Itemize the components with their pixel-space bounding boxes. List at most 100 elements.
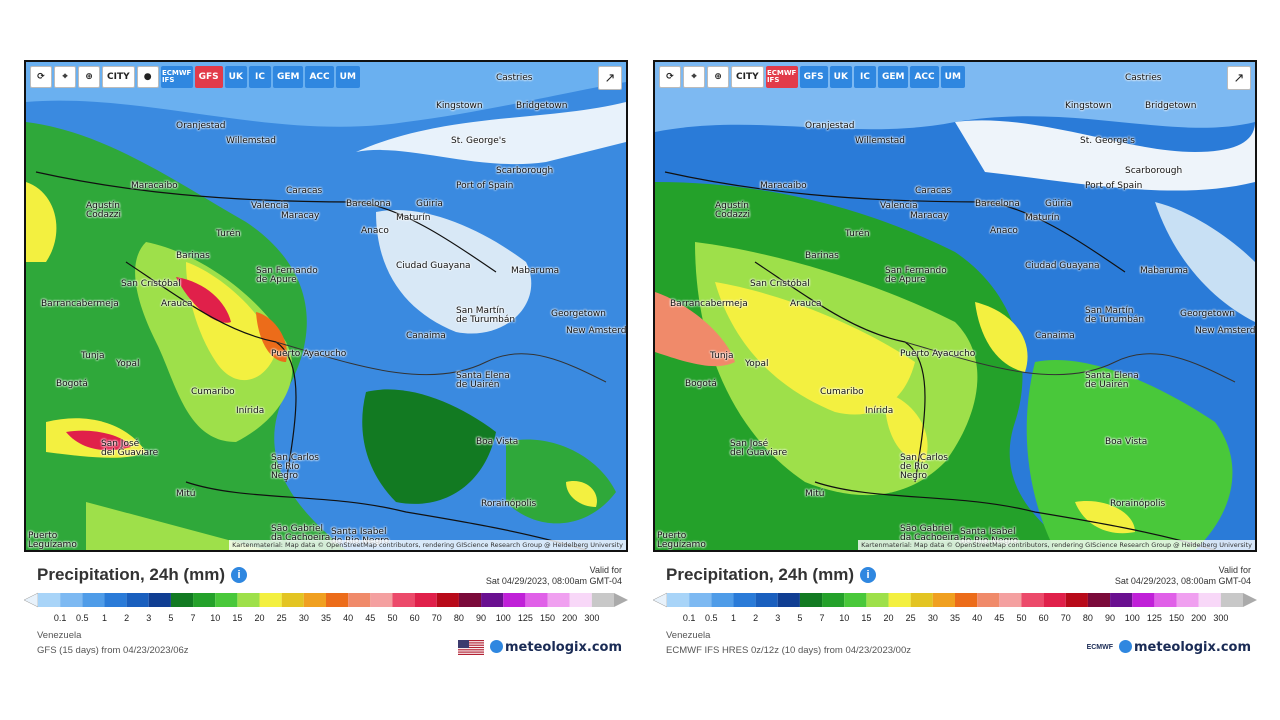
map-view[interactable]: ⟳ ⌖ ⊕ CITY ● ECMWF IFS GFS UK IC GEM ACC… xyxy=(24,60,628,552)
place-label: Puerto Ayacucho xyxy=(271,349,347,359)
scale-tick-label: 15 xyxy=(232,613,243,623)
place-label: Barinas xyxy=(805,251,839,261)
scale-swatch xyxy=(777,593,800,607)
model-acc-button[interactable]: ACC xyxy=(305,66,334,88)
scale-tick-label: 60 xyxy=(409,613,420,623)
info-icon[interactable]: i xyxy=(859,567,876,583)
place-label: Mitú xyxy=(176,489,196,499)
model-ic-button[interactable]: IC xyxy=(853,66,876,88)
place-label: San José del Guaviare xyxy=(101,439,159,458)
scale-swatch xyxy=(733,593,756,607)
scale-arrow-left xyxy=(24,592,39,608)
legend-title: Precipitation, 24h (mm) i xyxy=(37,565,247,585)
meteologix-logo[interactable]: meteologix.com xyxy=(1119,640,1251,655)
scale-tick-label: 80 xyxy=(453,613,464,623)
scale-tick-label: 30 xyxy=(927,613,938,623)
model-gem-button[interactable]: GEM xyxy=(272,66,304,88)
place-label: Ciudad Guayana xyxy=(1025,261,1100,271)
refresh-button[interactable]: ⟳ xyxy=(30,66,52,88)
scale-swatch xyxy=(1043,593,1066,607)
place-label: Castries xyxy=(1125,73,1162,83)
scale-tick-label: 3 xyxy=(146,613,152,623)
scale-swatch xyxy=(237,593,260,607)
legend-title: Precipitation, 24h (mm) i xyxy=(666,565,876,585)
model-acc-button[interactable]: ACC xyxy=(910,66,939,88)
share-icon[interactable]: ↗ xyxy=(598,66,622,90)
place-label: Kingstown xyxy=(1065,101,1112,111)
map-view[interactable]: ⟳ ⌖ ⊕ CITY ECMWF IFS GFS UK IC GEM ACC U… xyxy=(653,60,1257,552)
place-label: Bridgetown xyxy=(1145,101,1197,111)
scale-tick-label: 0.1 xyxy=(53,613,67,623)
scale-swatch xyxy=(711,593,734,607)
scale-swatch xyxy=(170,593,194,607)
dark-mode-button[interactable]: ● xyxy=(136,66,159,88)
scale-swatch xyxy=(1198,593,1221,607)
place-label: Güiria xyxy=(1045,199,1072,209)
scale-swatch xyxy=(503,593,526,607)
scale-tick-label: 150 xyxy=(1169,613,1185,623)
scale-swatch xyxy=(591,593,614,607)
place-label: Santa Elena de Uairén xyxy=(456,371,510,390)
scale-swatch xyxy=(689,593,712,607)
scale-swatch xyxy=(326,593,349,607)
scale-tick-label: 7 xyxy=(819,613,825,623)
scale-swatch xyxy=(755,593,778,607)
model-uk-button[interactable]: UK xyxy=(224,66,247,88)
place-label: Barcelona xyxy=(346,199,391,209)
color-scale-bar xyxy=(653,592,1257,608)
scale-swatch xyxy=(1021,593,1044,607)
scale-swatch xyxy=(148,593,171,607)
model-ecmwf-button[interactable]: ECMWF IFS xyxy=(765,66,798,88)
place-label: São Gabriel da Cachoeira xyxy=(900,524,960,543)
share-icon[interactable]: ↗ xyxy=(1227,66,1251,90)
scale-arrow-right xyxy=(614,593,628,607)
place-label: Barrancabermeja xyxy=(41,299,119,309)
scale-swatch xyxy=(667,593,690,607)
place-label: Boa Vista xyxy=(1105,437,1148,447)
place-label: Rorainópolis xyxy=(481,499,537,509)
city-toggle-button[interactable]: CITY xyxy=(731,66,764,88)
scale-tick-label: 0.1 xyxy=(682,613,696,623)
scale-swatch xyxy=(525,593,548,607)
model-um-button[interactable]: UM xyxy=(335,66,360,88)
location-pin-button[interactable]: ⌖ xyxy=(54,66,76,88)
scale-tick-label: 40 xyxy=(972,613,983,623)
model-gfs-button[interactable]: GFS xyxy=(799,66,828,88)
region-label: Venezuela xyxy=(666,630,711,641)
scale-swatch xyxy=(126,593,149,607)
place-label: San Martín de Turumbán xyxy=(456,306,516,325)
place-label: San Cristóbal xyxy=(750,279,810,289)
place-label: Arauca xyxy=(161,299,193,309)
model-gem-button[interactable]: GEM xyxy=(877,66,909,88)
place-label: Yopal xyxy=(116,359,140,369)
model-uk-button[interactable]: UK xyxy=(829,66,852,88)
place-label: Cumaribo xyxy=(191,387,235,397)
place-label: Boa Vista xyxy=(476,437,519,447)
model-ecmwf-button[interactable]: ECMWF IFS xyxy=(160,66,193,88)
refresh-button[interactable]: ⟳ xyxy=(659,66,681,88)
place-label: Turén xyxy=(845,229,870,239)
zoom-button[interactable]: ⊕ xyxy=(78,66,100,88)
place-label: Canaima xyxy=(1035,331,1075,341)
map-credit: Kartenmaterial: Map data © OpenStreetMap… xyxy=(858,540,1255,550)
place-label: Bridgetown xyxy=(516,101,568,111)
meteologix-logo[interactable]: meteologix.com xyxy=(490,640,622,655)
model-gfs-button[interactable]: GFS xyxy=(194,66,223,88)
info-icon[interactable]: i xyxy=(230,567,247,583)
place-label: Willemstad xyxy=(226,136,276,146)
valid-time: Valid for Sat 04/29/2023, 08:00am GMT-04 xyxy=(1115,565,1251,587)
location-pin-button[interactable]: ⌖ xyxy=(683,66,705,88)
brand: meteologix.com xyxy=(458,640,622,655)
place-label: Ciudad Guayana xyxy=(396,261,471,271)
place-label: San José del Guaviare xyxy=(730,439,788,458)
city-toggle-button[interactable]: CITY xyxy=(102,66,135,88)
model-um-button[interactable]: UM xyxy=(940,66,965,88)
scale-tick-label: 45 xyxy=(365,613,376,623)
zoom-button[interactable]: ⊕ xyxy=(707,66,729,88)
scale-swatch xyxy=(104,593,127,607)
scale-swatch xyxy=(370,593,393,607)
model-ic-button[interactable]: IC xyxy=(248,66,271,88)
scale-tick-label: 300 xyxy=(584,613,600,623)
brand-text: meteologix.com xyxy=(1134,640,1251,655)
scale-tick-label: 2 xyxy=(124,613,130,623)
